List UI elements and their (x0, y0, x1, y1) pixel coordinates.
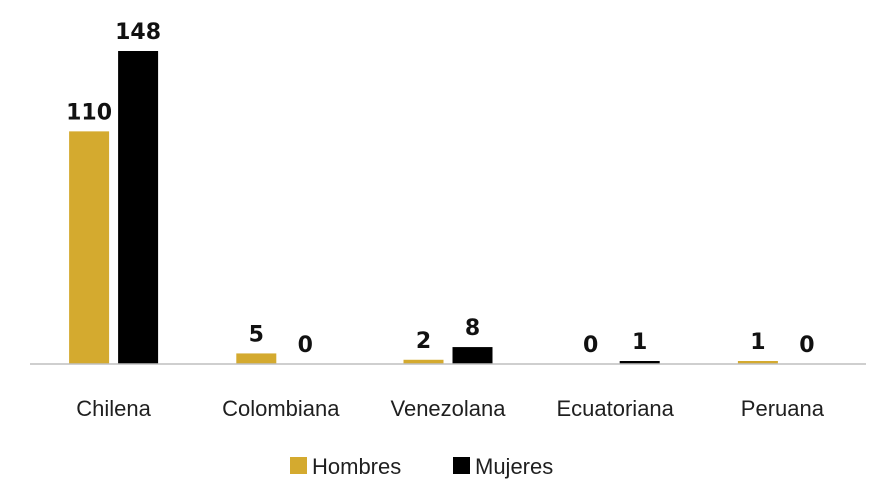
bar-hombres-chilena (69, 131, 110, 364)
category-label-ecuatoriana: Ecuatoriana (556, 396, 674, 421)
category-label-chilena: Chilena (76, 396, 151, 421)
bar-hombres-venezolana (403, 359, 444, 364)
bar-mujeres-venezolana (452, 347, 493, 364)
bar-mujeres-chilena (118, 51, 159, 364)
value-label-hombres-colombiana: 5 (249, 322, 264, 347)
value-label-mujeres-colombiana: 0 (298, 333, 313, 358)
legend-swatch-hombres (290, 457, 307, 474)
value-label-mujeres-peruana: 0 (799, 333, 814, 358)
legend-label-hombres: Hombres (312, 454, 401, 479)
bar-hombres-peruana (737, 361, 778, 364)
legend: Hombres Mujeres (290, 454, 553, 479)
value-label-mujeres-venezolana: 8 (465, 316, 480, 341)
category-labels-layer: Chilena Colombiana Venezolana Ecuatoriana Pe… (76, 396, 824, 421)
category-label-venezolana: Venezolana (391, 396, 507, 421)
legend-swatch-mujeres (453, 457, 470, 474)
category-label-colombiana: Colombiana (222, 396, 340, 421)
value-label-hombres-chilena: 110 (66, 100, 112, 125)
bars-layer (69, 51, 778, 364)
value-label-mujeres-ecuatoriana: 1 (632, 330, 647, 355)
bar-mujeres-ecuatoriana (619, 361, 660, 364)
bar-hombres-colombiana (236, 353, 277, 364)
value-label-mujeres-chilena: 148 (115, 20, 161, 45)
value-label-hombres-venezolana: 2 (416, 329, 431, 354)
value-label-hombres-peruana: 1 (750, 330, 765, 355)
category-label-peruana: Peruana (741, 396, 825, 421)
legend-label-mujeres: Mujeres (475, 454, 553, 479)
value-label-hombres-ecuatoriana: 0 (583, 333, 598, 358)
